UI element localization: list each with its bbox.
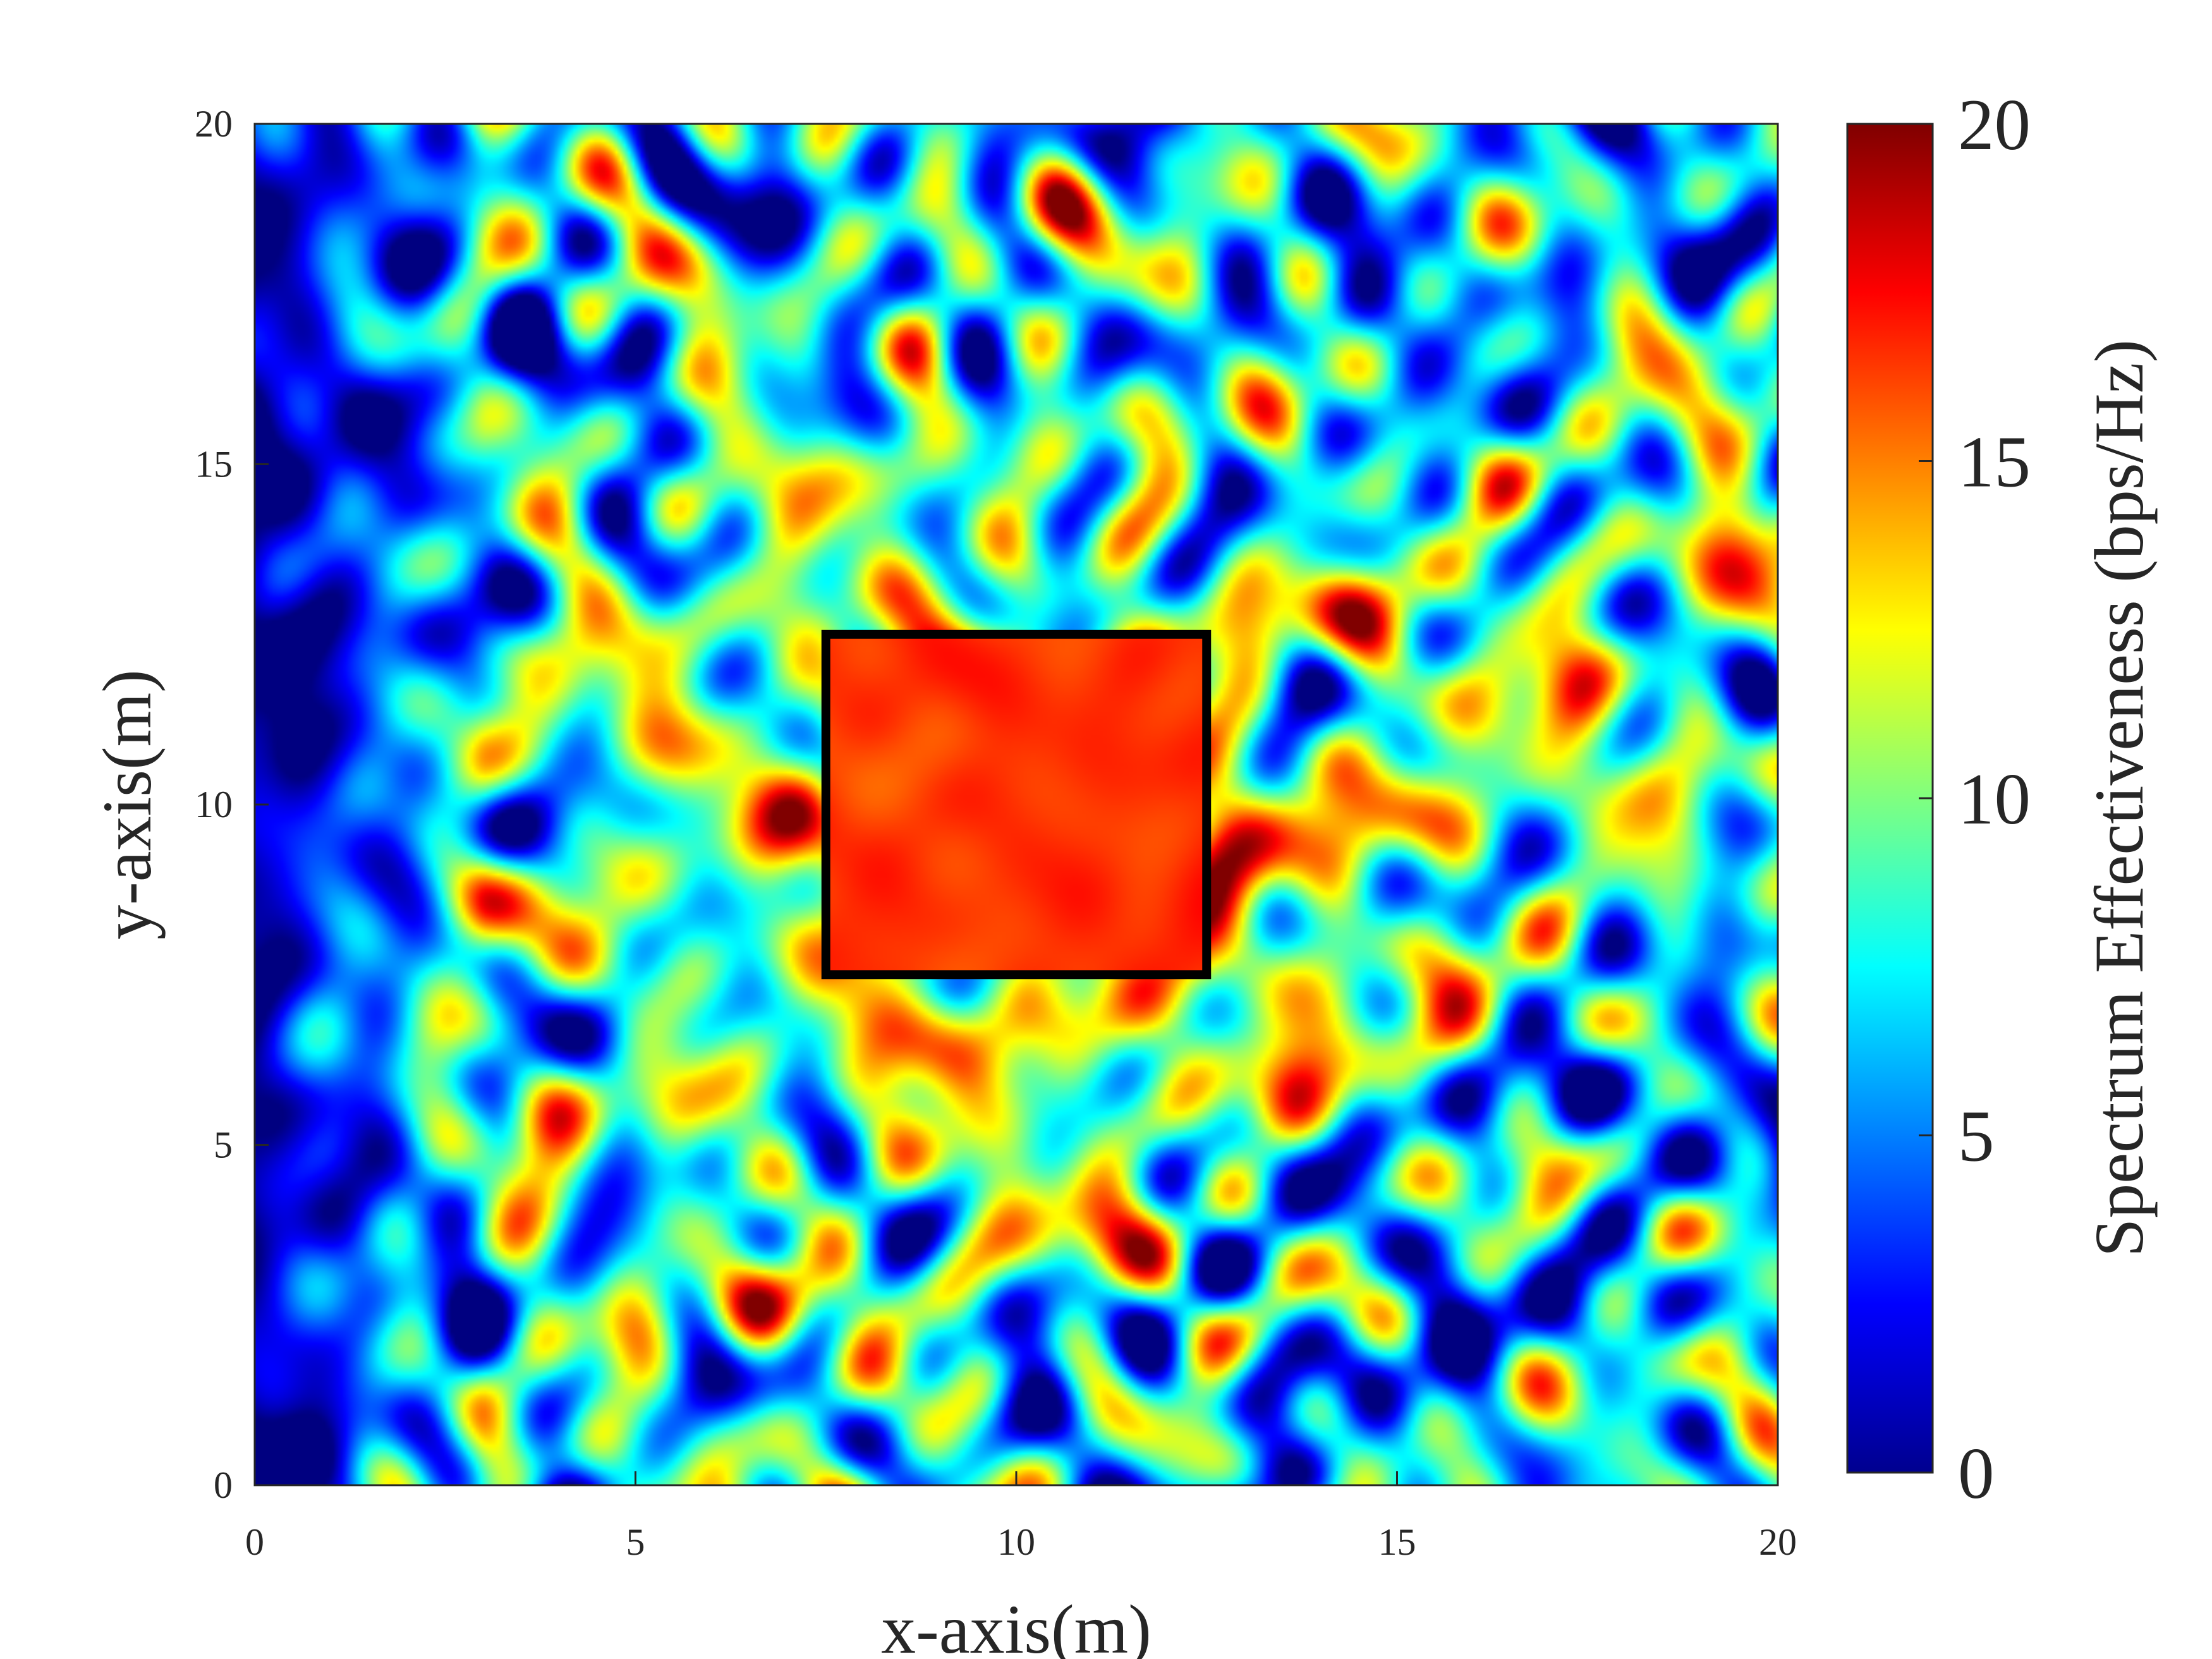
colorbar-tick-label: 20 (1958, 85, 2031, 165)
colorbar-tick-label: 5 (1958, 1097, 1995, 1177)
colorbar-tick-label: 0 (1958, 1433, 1995, 1514)
colorbar-title: Spectrum Effectiveness (bps/Hz) (2081, 339, 2158, 1257)
heatmap-field (255, 124, 1778, 1485)
x-axis-title: x-axis(m) (881, 1591, 1152, 1659)
colorbar-tick-label: 10 (1958, 759, 2031, 839)
colorbar-tick-label: 15 (1958, 422, 2031, 502)
y-tick-label: 5 (214, 1124, 233, 1166)
y-tick-label: 0 (214, 1464, 233, 1506)
y-tick-label: 20 (195, 103, 233, 145)
x-tick-label: 0 (245, 1521, 264, 1563)
x-axis-ticks: 0 5 10 15 20 (245, 1471, 1797, 1563)
y-axis-title: y-axis(m) (88, 669, 166, 940)
x-tick-label: 5 (626, 1521, 645, 1563)
colorbar (1846, 123, 1934, 1474)
y-tick-label: 15 (195, 444, 233, 485)
colorbar-ticks: 0 5 10 15 20 (1919, 85, 2031, 1514)
y-axis-ticks: 0 5 10 15 20 (195, 103, 269, 1506)
y-tick-label: 10 (195, 784, 233, 825)
x-tick-label: 20 (1759, 1521, 1797, 1563)
highlight-rectangle (821, 629, 1212, 980)
x-tick-label: 10 (997, 1521, 1035, 1563)
x-tick-label: 15 (1378, 1521, 1416, 1563)
